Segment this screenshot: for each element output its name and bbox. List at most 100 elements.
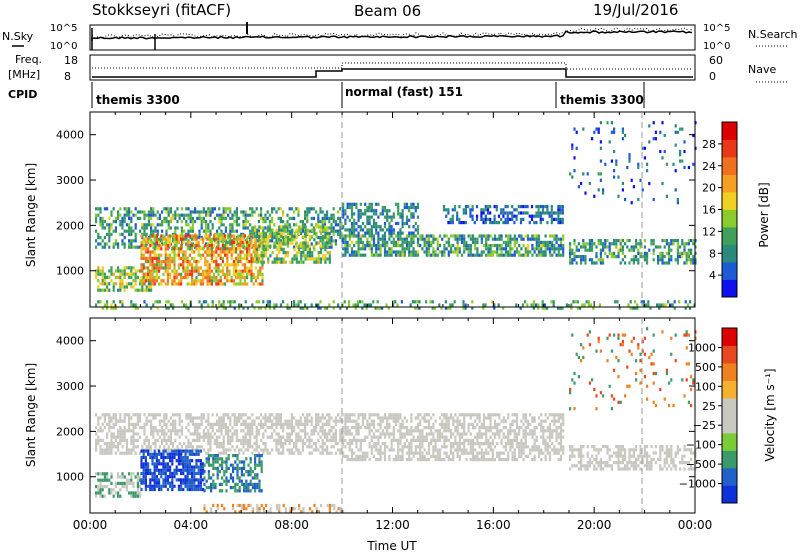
data-cell [312, 429, 315, 433]
data-cell [388, 250, 391, 254]
data-cell [128, 275, 131, 279]
data-cell [202, 300, 205, 304]
data-cell [410, 426, 413, 430]
data-cell [355, 422, 358, 426]
freq-tick-bottom: 8 [64, 70, 71, 83]
data-cell [189, 413, 192, 417]
data-cell [282, 422, 285, 426]
data-cell [231, 435, 234, 439]
data-cell [182, 449, 185, 453]
data-cell [246, 422, 249, 426]
data-cell [241, 272, 244, 276]
data-cell [542, 253, 545, 257]
data-cell [251, 207, 254, 211]
data-cell [458, 247, 461, 251]
data-cell [163, 416, 166, 420]
data-cell [392, 448, 395, 452]
data-cell [321, 429, 324, 433]
data-cell [353, 218, 356, 222]
data-cell [342, 209, 345, 213]
data-cell [328, 416, 331, 420]
data-cell [162, 234, 165, 238]
data-cell [621, 258, 624, 262]
data-cell [150, 288, 153, 292]
data-cell [330, 226, 333, 230]
data-cell [386, 218, 389, 222]
data-cell [326, 239, 329, 243]
data-cell [645, 303, 648, 307]
data-cell [467, 205, 470, 209]
data-cell [110, 426, 113, 430]
data-cell [687, 255, 690, 259]
data-cell [365, 303, 368, 307]
data-cell [591, 248, 594, 252]
data-cell [290, 448, 293, 452]
data-cell [177, 240, 180, 244]
data-cell [253, 306, 256, 310]
data-cell [350, 451, 354, 455]
data-cell [209, 438, 212, 442]
data-cell [344, 250, 347, 254]
data-cell [194, 429, 197, 433]
data-cell [200, 306, 203, 310]
data-cell [388, 432, 391, 436]
data-cell [562, 253, 565, 257]
data-cell [319, 426, 322, 430]
data-cell [520, 234, 523, 238]
data-cell [277, 207, 280, 211]
data-cell [286, 226, 289, 230]
data-cell [467, 244, 470, 248]
data-cell [153, 462, 156, 466]
data-cell [388, 416, 391, 420]
data-cell [438, 303, 441, 307]
data-cell [495, 208, 498, 212]
data-cell [555, 234, 558, 238]
data-cell [319, 231, 323, 235]
data-cell [507, 253, 510, 257]
data-cell [140, 234, 143, 238]
data-cell [215, 250, 218, 254]
data-cell [368, 240, 371, 244]
data-cell [230, 253, 233, 257]
data-cell [246, 426, 249, 430]
data-cell [224, 429, 227, 433]
data-cell [582, 242, 585, 246]
data-cell [405, 451, 409, 455]
data-cell [378, 306, 381, 310]
data-cell [151, 260, 154, 264]
data-cell [654, 137, 657, 141]
data-cell [559, 237, 563, 241]
data-cell [208, 276, 211, 280]
data-cell [597, 188, 600, 192]
data-cell [379, 419, 382, 423]
data-cell [364, 454, 367, 458]
data-cell [416, 225, 420, 229]
data-cell [258, 225, 261, 229]
data-cell [348, 253, 351, 257]
data-cell [220, 432, 223, 436]
data-cell [557, 306, 560, 310]
data-cell [149, 484, 152, 488]
data-cell [533, 250, 536, 254]
data-cell [117, 429, 120, 433]
data-cell [376, 306, 379, 310]
data-cell [544, 250, 547, 254]
data-cell [207, 448, 210, 452]
data-cell [401, 231, 404, 235]
data-cell [245, 486, 248, 490]
data-cell [632, 185, 635, 189]
data-cell [532, 303, 535, 307]
data-cell [191, 468, 194, 472]
data-cell [114, 269, 117, 273]
data-cell [210, 454, 213, 458]
data-cell [128, 413, 131, 417]
data-cell [687, 258, 690, 262]
data-cell [264, 242, 267, 246]
data-cell [108, 416, 111, 420]
data-cell [240, 416, 243, 420]
data-cell [521, 303, 524, 307]
data-cell [361, 413, 365, 417]
data-cell [174, 210, 177, 214]
data-cell [334, 432, 337, 436]
data-cell [220, 429, 223, 433]
